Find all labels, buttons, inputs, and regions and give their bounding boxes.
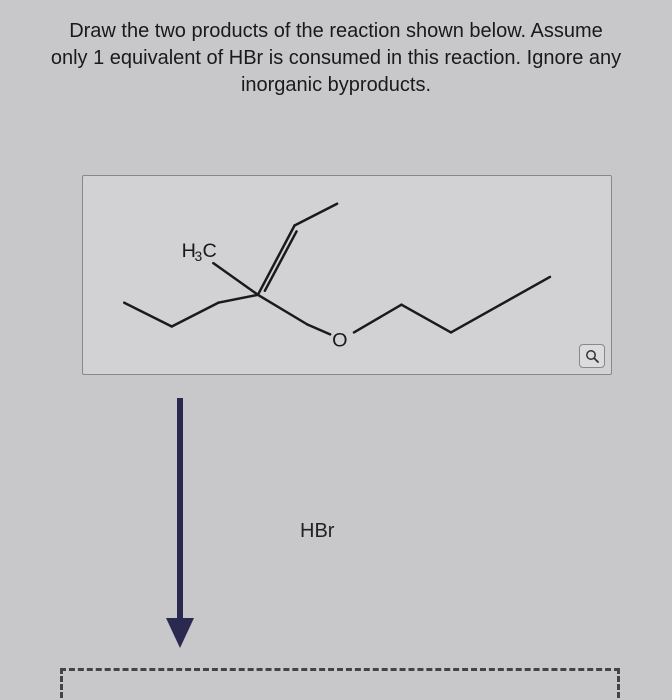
question-line-3: inorganic byproducts. <box>241 74 431 96</box>
label-oxygen: O <box>332 329 347 351</box>
molecule-structure-panel: H 3 C O <box>82 175 612 375</box>
zoom-button[interactable] <box>579 344 605 368</box>
answer-drop-zone[interactable] <box>60 668 620 698</box>
search-icon <box>585 349 599 363</box>
label-h3c-sub: 3 <box>195 248 203 264</box>
molecule-svg: H 3 C O <box>83 176 611 374</box>
label-h3c-c: C <box>202 240 216 262</box>
question-prompt: Draw the two products of the reaction sh… <box>0 0 672 109</box>
reagent-label: HBr <box>300 520 334 543</box>
question-line-2: only 1 equivalent of HBr is consumed in … <box>51 47 621 69</box>
question-line-1: Draw the two products of the reaction sh… <box>69 20 603 42</box>
reaction-arrow <box>150 390 210 650</box>
